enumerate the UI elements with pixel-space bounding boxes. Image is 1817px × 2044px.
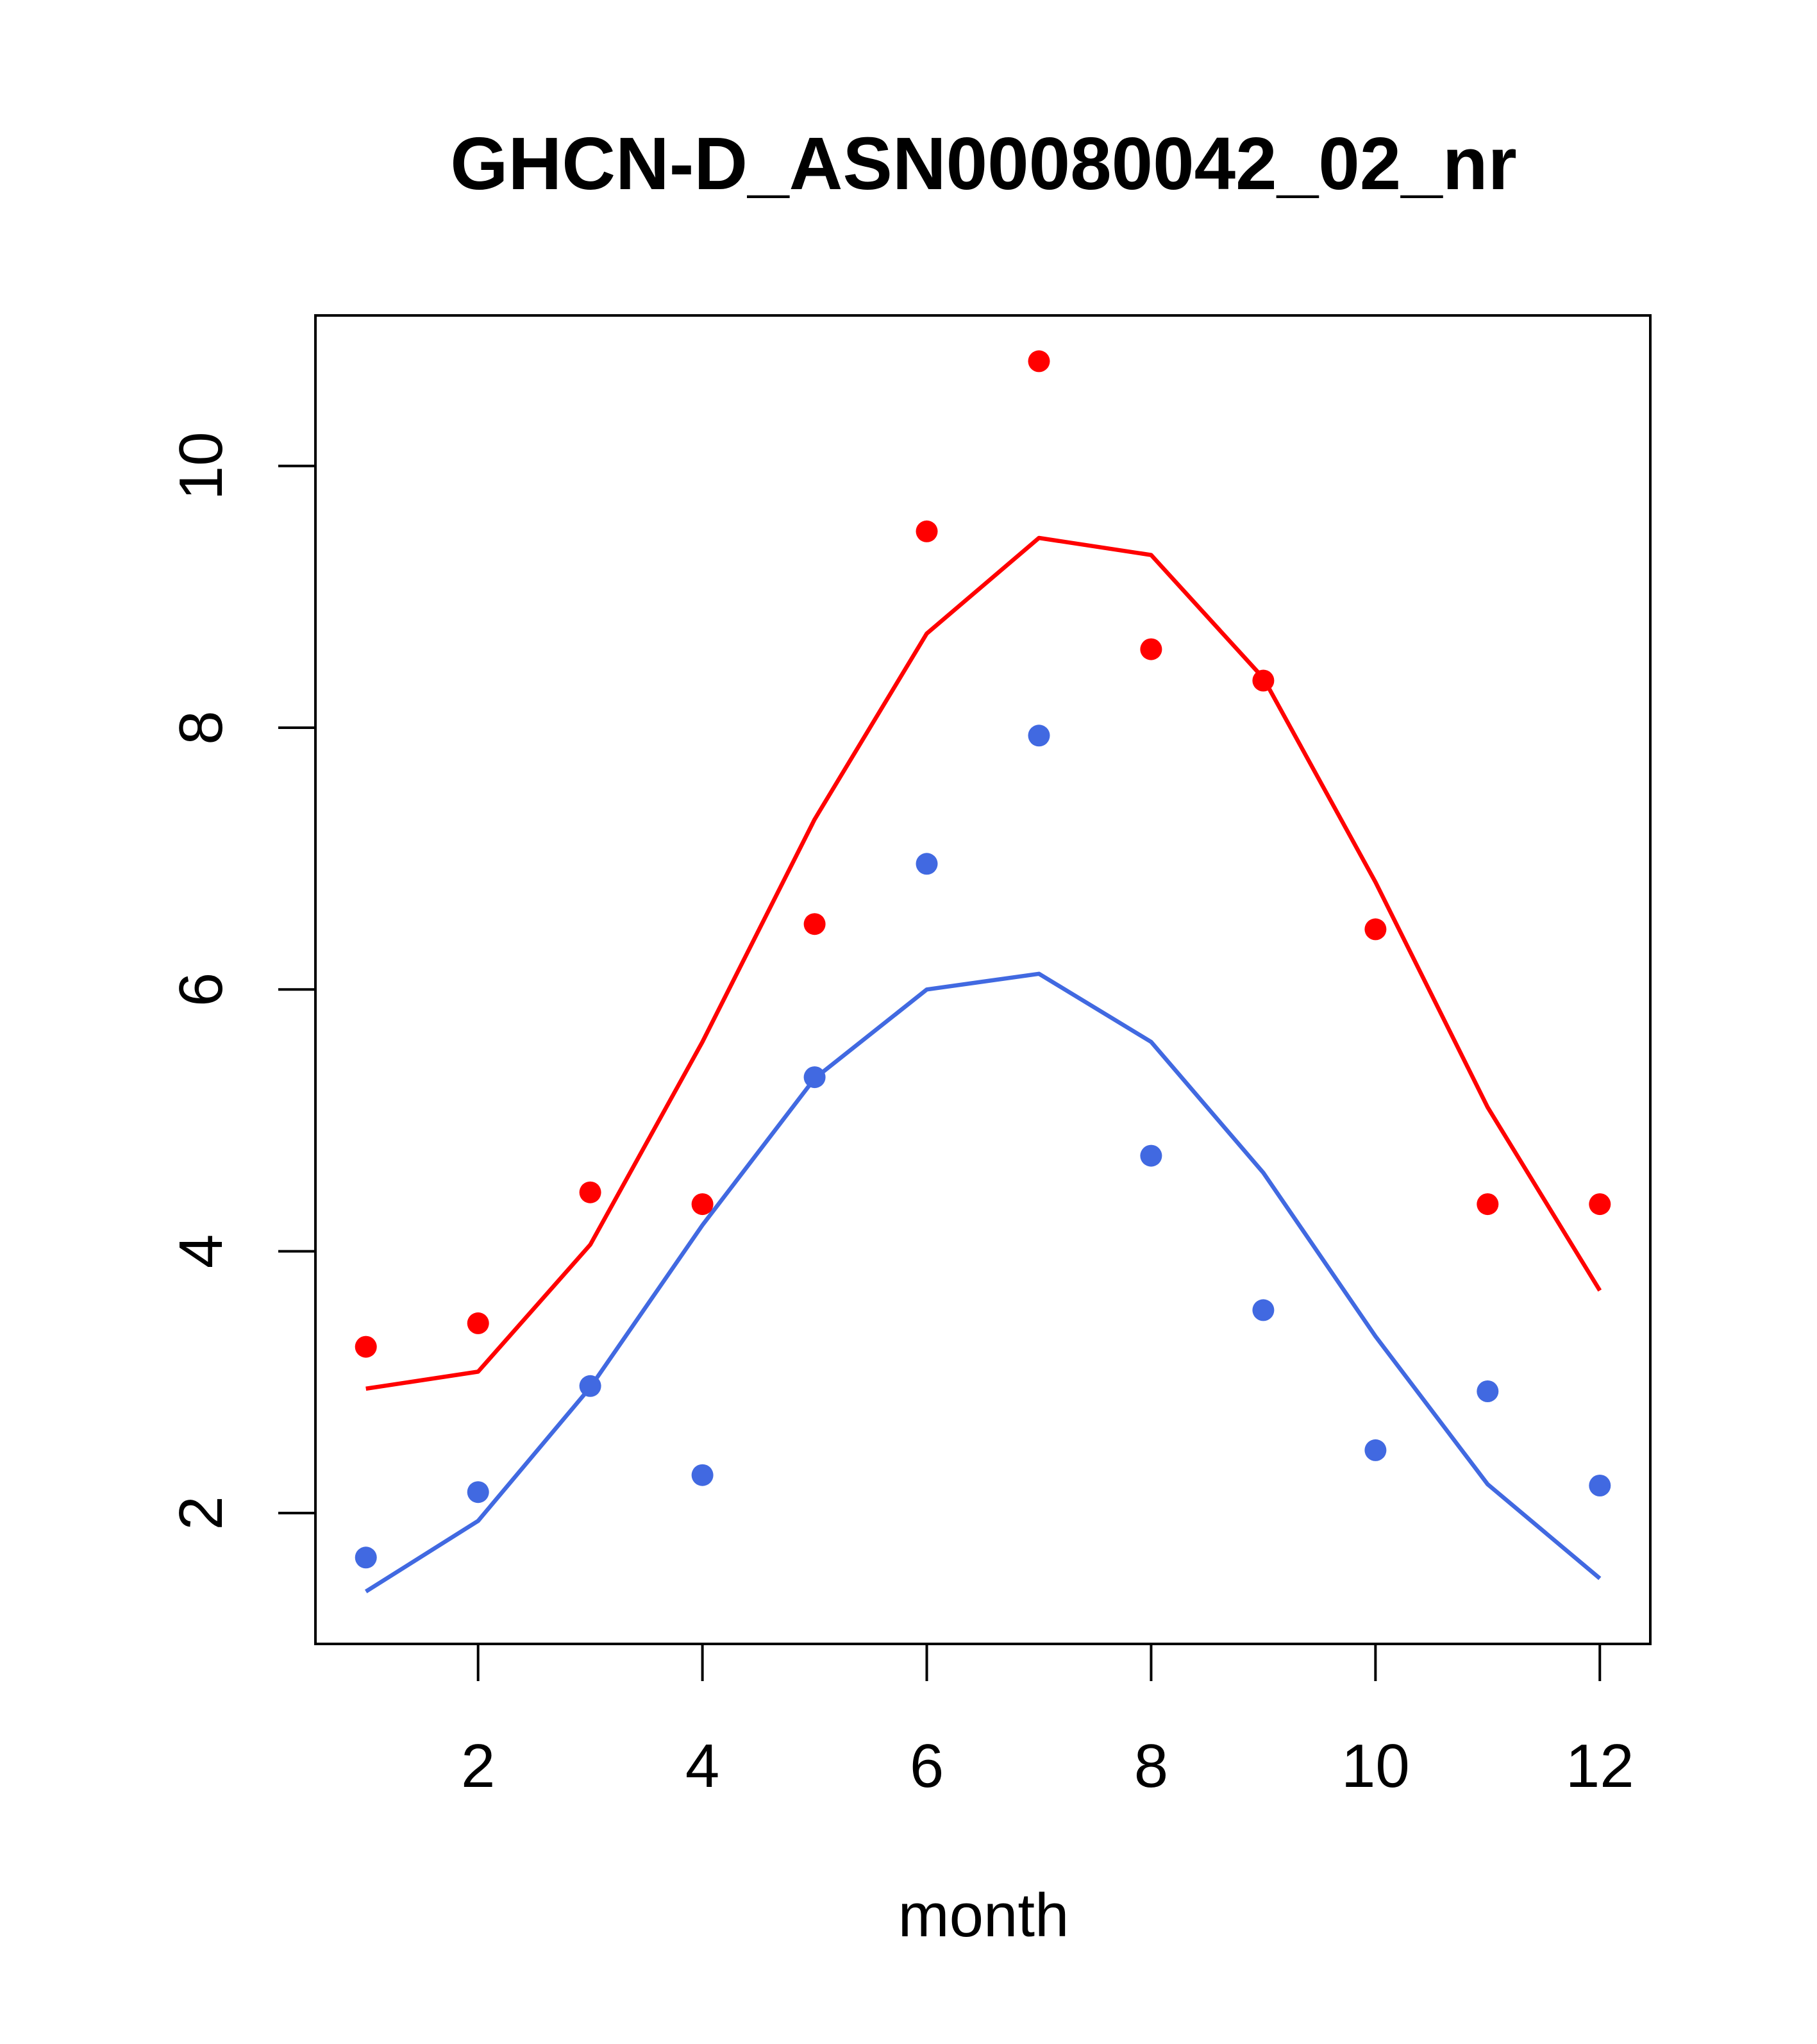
series-point-3	[1252, 1299, 1275, 1321]
series-point-2	[1364, 918, 1387, 941]
series-point-3	[803, 1066, 826, 1089]
series-point-3	[579, 1375, 601, 1397]
series-point-2	[467, 1312, 489, 1334]
series-point-2	[691, 1193, 714, 1216]
x-tick-label: 6	[910, 1732, 944, 1800]
x-tick-label: 10	[1341, 1732, 1410, 1800]
series-point-2	[1589, 1193, 1611, 1216]
series-point-3	[1028, 725, 1050, 747]
series-point-2	[803, 913, 826, 935]
x-axis: 2 4 6 8 10 12	[461, 1644, 1634, 1800]
series-point-2	[579, 1181, 601, 1203]
series-point-3	[1477, 1380, 1499, 1402]
y-tick-label: 6	[167, 973, 235, 1007]
y-tick-label: 8	[167, 710, 235, 744]
series-point-3	[1140, 1144, 1162, 1167]
series-line-1	[364, 971, 1602, 1594]
plot-frame	[314, 314, 1652, 1645]
y-tick-label: 10	[167, 431, 235, 500]
series-point-2	[1028, 350, 1050, 373]
x-tick-label: 12	[1566, 1732, 1634, 1800]
series-point-3	[1589, 1475, 1611, 1496]
series-point-3	[355, 1546, 377, 1569]
chart-title: GHCN-D_ASN00080042_02_nr	[450, 122, 1517, 205]
series-point-2	[1252, 669, 1275, 692]
x-tick-label: 4	[685, 1732, 719, 1800]
series-point-3	[467, 1481, 489, 1504]
series-point-2	[355, 1336, 377, 1358]
series-point-2	[1140, 638, 1162, 660]
series-point-3	[1364, 1439, 1387, 1461]
series-point-2	[1477, 1193, 1499, 1216]
x-tick-label: 2	[461, 1732, 495, 1800]
y-axis: 2 4 6 8 10	[167, 431, 315, 1530]
x-tick-label: 8	[1134, 1732, 1168, 1800]
y-tick-label: 2	[167, 1496, 235, 1530]
series-point-2	[916, 520, 938, 542]
series-layer	[355, 350, 1611, 1594]
y-tick-label: 4	[167, 1234, 235, 1268]
series-line-0	[365, 535, 1602, 1391]
series-point-3	[691, 1464, 714, 1486]
series-point-3	[916, 853, 938, 875]
x-axis-title: month	[898, 1881, 1069, 1950]
